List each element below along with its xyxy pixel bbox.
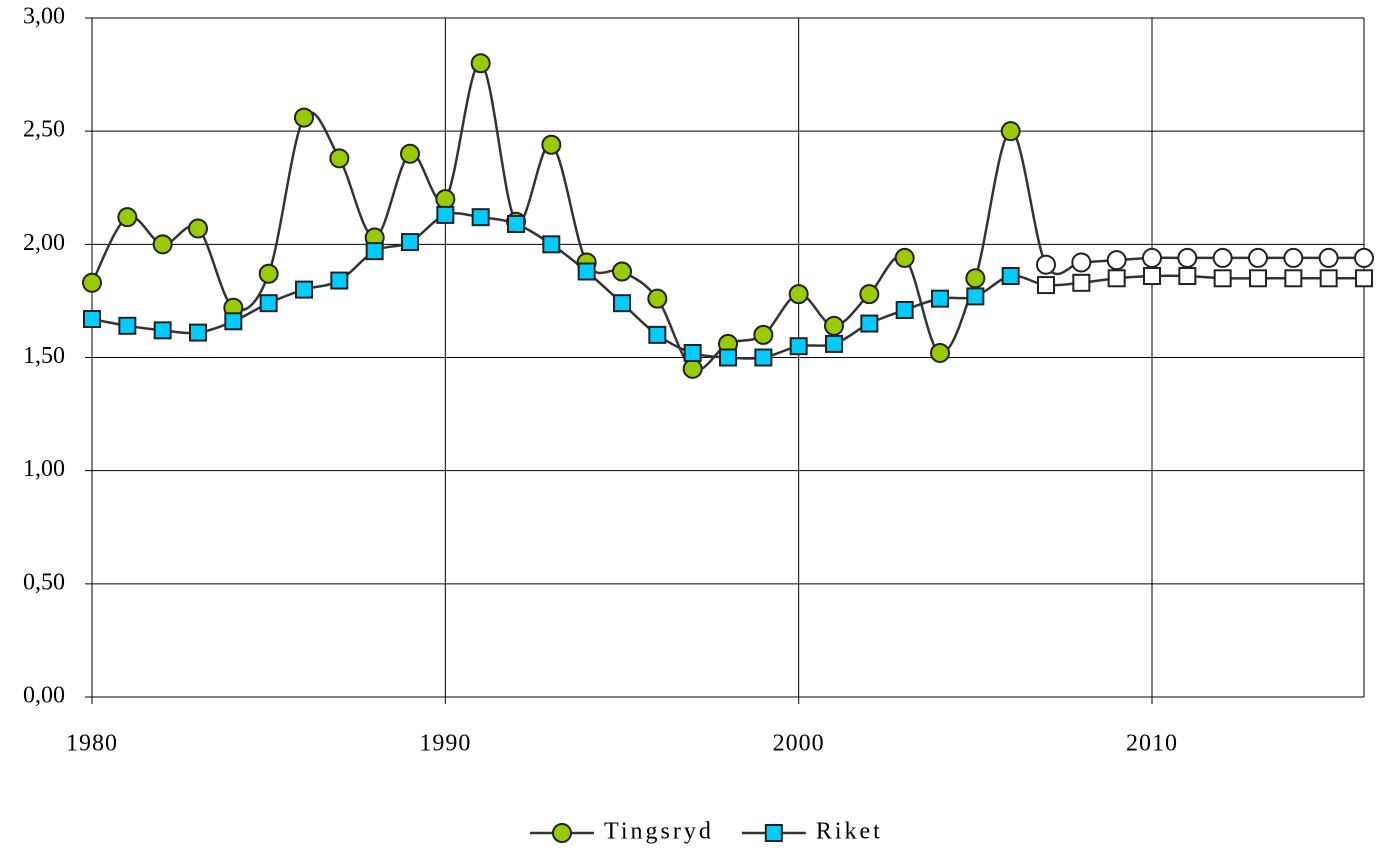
legend-marker (552, 823, 572, 843)
data-point (966, 287, 985, 306)
data-point (400, 143, 420, 164)
data-point (1212, 247, 1233, 268)
data-point (436, 205, 455, 224)
data-point (1283, 247, 1304, 268)
data-point (894, 247, 915, 268)
data-point (647, 288, 668, 309)
data-point (435, 189, 456, 210)
y-tick-label: 3,00 (23, 4, 65, 30)
data-point (788, 284, 809, 305)
data-point (117, 207, 138, 228)
data-point (189, 323, 207, 342)
data-point (295, 280, 313, 299)
data-point (1036, 254, 1056, 275)
data-point (1177, 247, 1198, 268)
data-point (612, 261, 632, 282)
data-point (613, 294, 631, 313)
x-tick-label: 2010 (1126, 731, 1178, 757)
data-point (153, 321, 172, 340)
data-point (1248, 247, 1268, 268)
y-tick-label: 2,50 (23, 117, 65, 143)
data-point (330, 271, 349, 290)
data-point (1143, 267, 1161, 286)
data-point (541, 134, 562, 155)
y-tick-label: 1,00 (23, 456, 65, 482)
legend-marker (764, 824, 783, 842)
data-point (860, 314, 879, 333)
data-point (542, 235, 561, 254)
data-point (259, 294, 278, 313)
data-point (683, 343, 702, 362)
data-point (401, 233, 419, 252)
y-tick-label: 1,50 (23, 343, 65, 369)
data-point (682, 358, 703, 379)
data-point (719, 348, 737, 367)
data-point (577, 262, 596, 281)
x-tick-label: 2000 (773, 731, 825, 757)
data-point (1037, 276, 1055, 295)
data-point (82, 272, 102, 293)
data-point (329, 148, 350, 169)
data-point (1001, 267, 1020, 286)
data-point (859, 284, 880, 305)
data-point (931, 289, 949, 308)
data-point (258, 263, 279, 284)
data-point (825, 334, 843, 353)
data-point (1284, 269, 1303, 288)
data-point (895, 300, 914, 319)
data-point (507, 214, 525, 233)
data-point (1355, 269, 1373, 288)
y-tick-label: 2,00 (23, 230, 65, 256)
data-point (824, 315, 844, 336)
data-point (1142, 247, 1162, 268)
legend-label: Tingsryd (604, 819, 714, 845)
data-point (1213, 269, 1232, 288)
data-point (1249, 269, 1267, 288)
data-point (118, 316, 137, 335)
data-point (789, 337, 808, 356)
data-point (754, 348, 773, 367)
data-point (188, 218, 208, 239)
data-point (965, 268, 986, 289)
series-line (90, 62, 1364, 372)
legend-label: Riket (816, 819, 883, 845)
data-point (294, 107, 314, 128)
data-point (83, 310, 101, 329)
data-point (648, 325, 667, 344)
data-point (1072, 273, 1091, 292)
y-tick-label: 0,00 (23, 683, 65, 709)
x-tick-label: 1990 (419, 731, 471, 757)
data-point (1178, 267, 1197, 286)
data-point (365, 242, 384, 261)
data-point (1319, 269, 1338, 288)
data-point (470, 53, 491, 74)
data-point (1354, 247, 1374, 268)
data-point (1106, 250, 1127, 271)
data-point (1000, 121, 1021, 142)
data-point (224, 312, 243, 331)
y-tick-label: 0,50 (23, 569, 65, 595)
data-point (152, 234, 173, 255)
data-point (471, 208, 490, 227)
data-point (1107, 269, 1126, 288)
data-point (930, 342, 950, 363)
x-tick-label: 1980 (66, 731, 118, 757)
data-point (1318, 247, 1339, 268)
data-point (1071, 252, 1092, 273)
data-point (753, 324, 774, 345)
